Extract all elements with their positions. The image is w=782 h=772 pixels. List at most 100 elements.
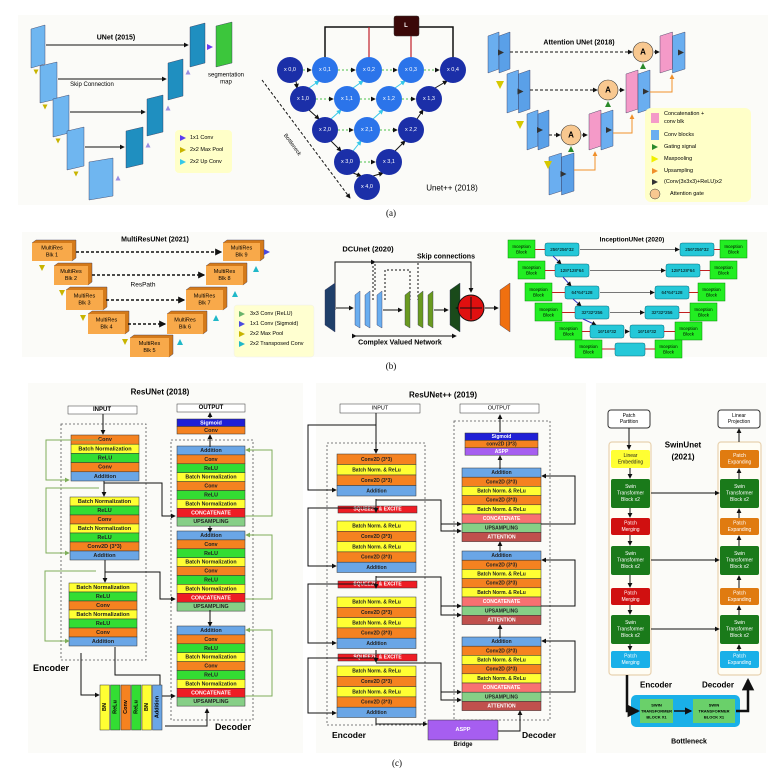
multires-block-label: MultiRes xyxy=(96,318,118,324)
layer-label: Conv2D (3*3) xyxy=(361,631,392,637)
up-conv-icon xyxy=(145,142,151,148)
multires-block xyxy=(66,290,103,310)
multires-block-label: Blk 3 xyxy=(78,301,90,307)
inception-block-label: Inception xyxy=(679,326,698,331)
legend-label: Upsampling xyxy=(664,168,693,174)
gating-signal-icon xyxy=(652,144,658,150)
layer-label: CONCATENATE xyxy=(483,599,521,605)
bridge-layer-label: BN xyxy=(144,703,150,711)
layer-label: ReLU xyxy=(204,492,218,498)
input-block xyxy=(324,282,336,333)
connector-arrow xyxy=(245,447,273,517)
encoder-block-label: Patch xyxy=(624,653,637,659)
decoder-block-label: Patch xyxy=(733,453,746,459)
connector-arrow xyxy=(440,692,462,703)
encoder-block-label: Merging xyxy=(621,660,639,666)
decoder-region xyxy=(170,439,254,721)
skip-connection-dashed xyxy=(372,261,419,300)
connector-arrow xyxy=(541,638,576,693)
encoder-label: Encoder xyxy=(33,663,70,673)
node-x1-3 xyxy=(416,86,442,112)
feature-dims: 64*64*128 xyxy=(661,290,683,295)
layer-label: ReLU xyxy=(204,672,218,678)
layer-label: Batch Norm. & ReLu xyxy=(352,544,401,550)
output-label: OUTPUT xyxy=(199,405,224,411)
inception-block-label: Inception xyxy=(724,244,743,249)
node-x3-0 xyxy=(334,149,360,175)
transposed-conv-icon xyxy=(177,339,183,345)
inception-block-label: Inception xyxy=(694,307,713,312)
legend-label: conv blk xyxy=(664,119,684,125)
multires-block-label: MultiRes xyxy=(74,294,96,300)
decoder-region xyxy=(453,420,551,721)
feature-dims: 256*256*32 xyxy=(685,247,709,252)
max-pool-icon xyxy=(80,315,86,321)
loss-box xyxy=(393,15,420,37)
legend-icon xyxy=(180,159,186,165)
encoder-block-label: Merging xyxy=(621,597,639,603)
inception-block-label: Block xyxy=(728,249,740,254)
inception-block-label: Block xyxy=(718,270,730,275)
respath-label: ResPath xyxy=(131,282,156,289)
gating-signal-icon xyxy=(640,63,646,69)
inception-block-label: Block xyxy=(698,312,710,317)
layer-label: Batch Normalization xyxy=(185,681,236,687)
bridge-layer xyxy=(152,684,163,731)
layer-label: Batch Norm. & ReLu xyxy=(477,658,526,664)
bottleneck-label: Bottleneck xyxy=(671,739,707,746)
legend-conv-icon xyxy=(651,130,659,140)
swinunet-title: SwinUnet xyxy=(665,441,702,450)
inception-block-label: Block xyxy=(683,331,695,336)
caption-b: (b) xyxy=(386,361,397,371)
connector-arrow xyxy=(582,318,597,326)
layer-label: Conv2D (3*3) xyxy=(361,457,392,463)
legend-icon xyxy=(180,135,186,141)
output-box xyxy=(176,403,246,413)
encoder-block-label: Transformer xyxy=(617,558,644,564)
decoder-feature-block xyxy=(146,94,164,137)
skip-connection-dashed xyxy=(384,269,411,300)
legend-label: 3x3 Conv (ReLU) xyxy=(250,311,293,317)
decoder-label: Decoder xyxy=(702,681,734,690)
transposed-conv-icon xyxy=(232,291,238,297)
layer-label: Addition xyxy=(366,641,386,647)
linear-projection-label: Linear xyxy=(732,413,746,419)
encoder-conv-block xyxy=(526,109,539,151)
output-box xyxy=(459,403,540,414)
max-pool-icon xyxy=(122,339,128,345)
attention-gate-label: A xyxy=(605,86,611,95)
inception-block-label: Block xyxy=(706,292,718,297)
multires-block xyxy=(130,338,169,357)
inception-block-label: Inception xyxy=(522,265,541,270)
multires-block-label: Blk 9 xyxy=(235,253,247,259)
encoder-conv-block xyxy=(548,152,562,196)
connector-arrow xyxy=(45,439,100,483)
layer-label: Addition xyxy=(92,639,115,645)
feature-dims: 128*128*64 xyxy=(671,268,695,273)
legend-icon xyxy=(239,341,245,347)
connector-arrow xyxy=(394,80,406,89)
layer-label: Conv xyxy=(204,484,217,490)
layer-label: Conv xyxy=(96,630,111,636)
bridge-layer-label: ReLu xyxy=(112,700,118,714)
multires-block-label: Blk 7 xyxy=(198,301,210,307)
encoder-conv-block xyxy=(506,69,519,114)
legend-label: Concatenation + xyxy=(664,111,704,117)
node-label: x 0,2 xyxy=(363,67,375,73)
layer-label: Addition xyxy=(491,639,511,645)
decoder-feature-block xyxy=(125,126,144,169)
node-x1-1 xyxy=(334,86,360,112)
layer-label: Conv2D (3*3) xyxy=(486,581,517,587)
connector-arrow xyxy=(541,557,576,607)
bottleneck-block-label: BLOCK X1 xyxy=(646,715,667,720)
layer-label: UPSAMPLING xyxy=(485,694,518,700)
bottleneck-block-label: TRANSFORMER xyxy=(641,709,672,714)
node-label: x 0,3 xyxy=(405,67,417,73)
connector-arrow xyxy=(352,140,362,152)
node-x2-1 xyxy=(354,117,380,143)
multires-block xyxy=(206,266,243,285)
decoder-block-label: Expanding xyxy=(728,459,752,465)
layer-label: Conv xyxy=(96,603,111,609)
node-label: x 3,1 xyxy=(383,159,395,165)
